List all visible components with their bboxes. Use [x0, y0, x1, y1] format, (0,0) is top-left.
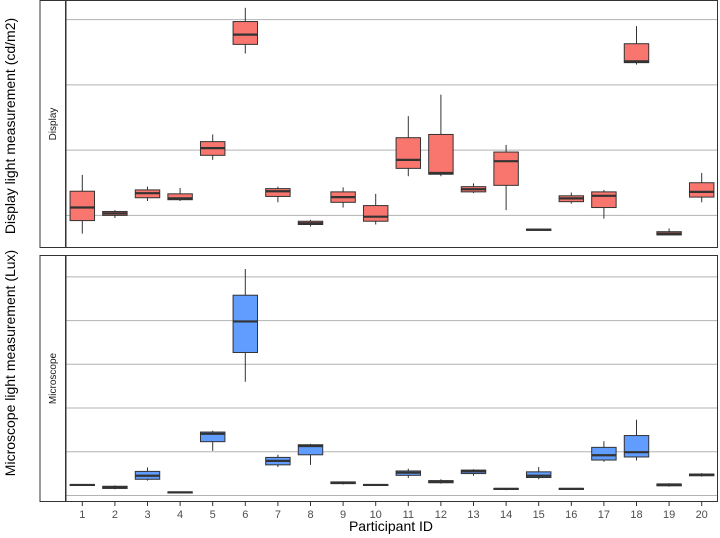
display-box-7 [265, 186, 291, 203]
x-tick-label: 14 [500, 509, 512, 521]
microscope-box-6 [232, 268, 259, 382]
microscope-box-19 [656, 483, 682, 487]
display-box-3 [134, 186, 161, 202]
x-tick-label: 18 [630, 509, 642, 521]
iqr-box [591, 446, 617, 461]
microscope-box-5 [199, 430, 226, 451]
microscope-box-12 [428, 479, 454, 484]
display-box-18 [623, 26, 650, 65]
microscope-box-20 [688, 473, 715, 477]
microscope-box-14 [493, 487, 519, 491]
iqr-box [623, 435, 650, 458]
x-tick-label: 3 [144, 509, 150, 521]
display-box-20 [688, 172, 715, 203]
iqr-box [688, 182, 715, 198]
iqr-box [167, 193, 193, 201]
x-tick-label: 5 [210, 509, 216, 521]
x-tick-label: 13 [467, 509, 479, 521]
microscope-box-16 [558, 487, 585, 490]
x-axis: 1 2 3 4 5 6 7 8 9 10 11 12 13 14 15 16 17 18 19 20 [79, 502, 708, 521]
display-panel: 200300400500Display [39, 0, 718, 248]
x-tick-label: 1 [79, 509, 85, 521]
iqr-box [232, 294, 259, 353]
iqr-box [232, 21, 259, 45]
display-box-1 [69, 174, 96, 234]
x-tick-label: 12 [435, 509, 447, 521]
microscope-box-8 [297, 443, 324, 465]
iqr-box [199, 431, 226, 443]
microscope-box-13 [460, 469, 487, 476]
display-box-10 [362, 193, 389, 225]
x-tick-label: 20 [696, 509, 708, 521]
microscope-box-7 [265, 454, 291, 468]
display-box-15 [525, 228, 552, 231]
iqr-box [428, 133, 454, 175]
x-tick-label: 16 [565, 509, 577, 521]
display-box-14 [493, 144, 519, 211]
display-plot-background [66, 0, 718, 248]
x-tick-label: 7 [275, 509, 281, 521]
microscope-panel: 012345Microscope [39, 255, 718, 502]
display-box-6 [232, 7, 259, 54]
iqr-box [297, 444, 324, 456]
display-box-12 [428, 94, 454, 177]
microscope-strip-label: Microscope [48, 353, 59, 405]
display-box-19 [656, 228, 682, 236]
display-strip-label: Display [48, 108, 59, 141]
display-box-17 [591, 189, 617, 219]
microscope-box-18 [623, 419, 650, 461]
microscope-box-17 [591, 441, 617, 462]
display-box-11 [395, 116, 422, 177]
microscope-strip [39, 255, 66, 502]
x-tick-label: 10 [370, 509, 382, 521]
x-tick-label: 4 [177, 509, 183, 521]
iqr-box [623, 43, 650, 64]
iqr-box [265, 188, 291, 197]
microscope-box-3 [134, 467, 161, 481]
display-box-8 [297, 219, 324, 227]
iqr-box [69, 190, 96, 222]
x-tick-label: 15 [533, 509, 545, 521]
microscope-box-11 [395, 468, 422, 478]
display-y-axis-title: Display light measurement (cd/m2) [2, 18, 18, 234]
microscope-box-1 [69, 483, 96, 487]
microscope-box-15 [525, 467, 552, 480]
microscope-box-9 [330, 481, 356, 485]
microscope-box-2 [102, 485, 128, 490]
iqr-box [591, 191, 617, 209]
microscope-box-4 [167, 491, 193, 494]
x-tick-label: 17 [598, 509, 610, 521]
x-tick-label: 11 [403, 509, 414, 521]
x-tick-label: 2 [112, 509, 118, 521]
x-tick-label: 9 [340, 509, 346, 521]
x-tick-label: 19 [663, 509, 675, 521]
display-strip [39, 0, 66, 248]
display-box-9 [330, 187, 356, 208]
x-axis-title: Participant ID [349, 518, 433, 534]
display-box-5 [199, 134, 226, 160]
display-box-4 [167, 187, 193, 202]
display-box-16 [558, 192, 585, 204]
microscope-box-10 [362, 483, 389, 487]
display-box-13 [460, 183, 487, 194]
iqr-box [362, 205, 389, 222]
iqr-box [395, 137, 422, 169]
x-tick-label: 6 [242, 509, 248, 521]
iqr-box [493, 151, 519, 186]
display-box-2 [102, 210, 128, 218]
microscope-y-axis-title: Microscope light measurement (Lux) [2, 250, 18, 476]
x-tick-label: 8 [307, 509, 313, 521]
microscope-plot-background [66, 255, 718, 502]
